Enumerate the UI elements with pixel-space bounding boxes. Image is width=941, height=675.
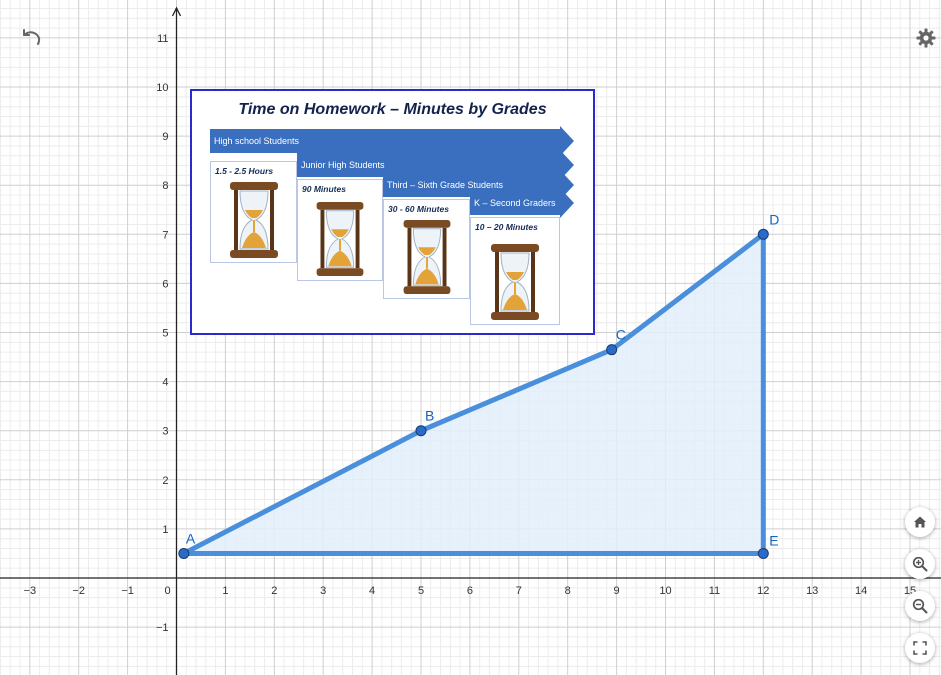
polygon-ABCDE[interactable] (181, 231, 766, 556)
y-tick-label: 8 (162, 180, 168, 192)
x-tick-label: 10 (659, 585, 671, 597)
polygon-shape[interactable] (181, 231, 766, 556)
y-tick-label: 2 (162, 475, 168, 487)
fullscreen-icon (913, 641, 927, 655)
zoom-out-button[interactable] (905, 591, 935, 621)
tile-third-sixth: 30 - 60 Minutes (383, 199, 470, 299)
tile-label-high-school: 1.5 - 2.5 Hours (215, 166, 274, 176)
tile-k-second: 10 – 20 Minutes (470, 217, 560, 325)
image-title: Time on Homework – Minutes by Grades (238, 101, 547, 118)
band-high-school: High school Students (210, 126, 574, 156)
home-button[interactable] (905, 507, 935, 537)
undo-button[interactable] (18, 26, 44, 50)
y-tick-label: 11 (157, 33, 168, 45)
y-tick-label: 9 (162, 131, 168, 143)
zoom-out-icon (912, 598, 928, 614)
x-tick-label: 2 (271, 585, 277, 597)
zoom-in-icon (912, 556, 928, 572)
x-tick-label: 12 (757, 585, 769, 597)
x-tick-label: −3 (24, 585, 37, 597)
hourglass-icon (229, 182, 278, 258)
undo-icon (23, 29, 41, 45)
hourglass-icon (491, 244, 539, 320)
x-tick-label: 7 (516, 585, 522, 597)
x-tick-label: 6 (467, 585, 473, 597)
hourglass-icon (316, 201, 364, 277)
y-axis-tick-labels: −1 1 2 3 4 5 6 7 8 9 10 11 (156, 33, 169, 634)
y-tick-label: 7 (162, 229, 168, 241)
point-b[interactable] (415, 425, 427, 437)
y-tick-label: 3 (162, 426, 168, 438)
axes (0, 6, 941, 675)
x-tick-label: 11 (709, 585, 720, 597)
y-tick-label: 6 (162, 278, 168, 290)
point-label-b: B (425, 408, 434, 424)
band-k-second: K – Second Graders (470, 188, 574, 218)
x-tick-label: 0 (164, 585, 170, 597)
y-tick-label: 10 (156, 82, 168, 94)
fullscreen-button[interactable] (905, 633, 935, 663)
y-axis-arrow (171, 6, 182, 17)
tile-junior-high: 90 Minutes (297, 179, 383, 281)
tile-label-k-second: 10 – 20 Minutes (475, 222, 538, 232)
y-tick-label: −1 (156, 622, 169, 634)
x-tick-label: 1 (222, 585, 228, 597)
homework-image[interactable]: Time on Homework – Minutes by Grades Hig… (190, 89, 595, 335)
hourglass-icon (403, 219, 450, 295)
point-c[interactable] (606, 344, 618, 356)
point-label-a: A (186, 530, 196, 546)
x-axis-tick-labels: −3 −2 −1 0 1 2 3 4 5 6 7 8 9 10 11 12 13 14 15 (24, 585, 917, 597)
gear-icon (916, 28, 936, 48)
tile-label-third-sixth: 30 - 60 Minutes (388, 204, 449, 214)
y-tick-label: 1 (162, 524, 168, 536)
settings-button[interactable] (914, 26, 938, 50)
point-label-e: E (769, 532, 778, 548)
x-tick-label: −2 (72, 585, 85, 597)
x-tick-label: 4 (369, 585, 375, 597)
x-tick-label: 13 (806, 585, 818, 597)
x-tick-label: 9 (614, 585, 620, 597)
point-a[interactable] (178, 547, 190, 559)
point-d[interactable] (757, 228, 769, 240)
home-icon (914, 516, 926, 528)
point-e[interactable] (757, 547, 769, 559)
x-tick-label: 14 (855, 585, 867, 597)
zoom-in-button[interactable] (905, 549, 935, 579)
y-tick-label: 5 (162, 328, 168, 340)
y-tick-label: 4 (162, 377, 168, 389)
x-tick-label: 8 (565, 585, 571, 597)
point-label-d: D (769, 211, 779, 227)
x-tick-label: 3 (320, 585, 326, 597)
point-label-c: C (616, 327, 626, 343)
polygon-points[interactable]: A B C D E (178, 211, 780, 559)
tile-label-junior-high: 90 Minutes (302, 184, 346, 194)
x-tick-label: −1 (121, 585, 134, 597)
x-tick-label: 5 (418, 585, 424, 597)
tile-high-school: 1.5 - 2.5 Hours (210, 161, 297, 263)
